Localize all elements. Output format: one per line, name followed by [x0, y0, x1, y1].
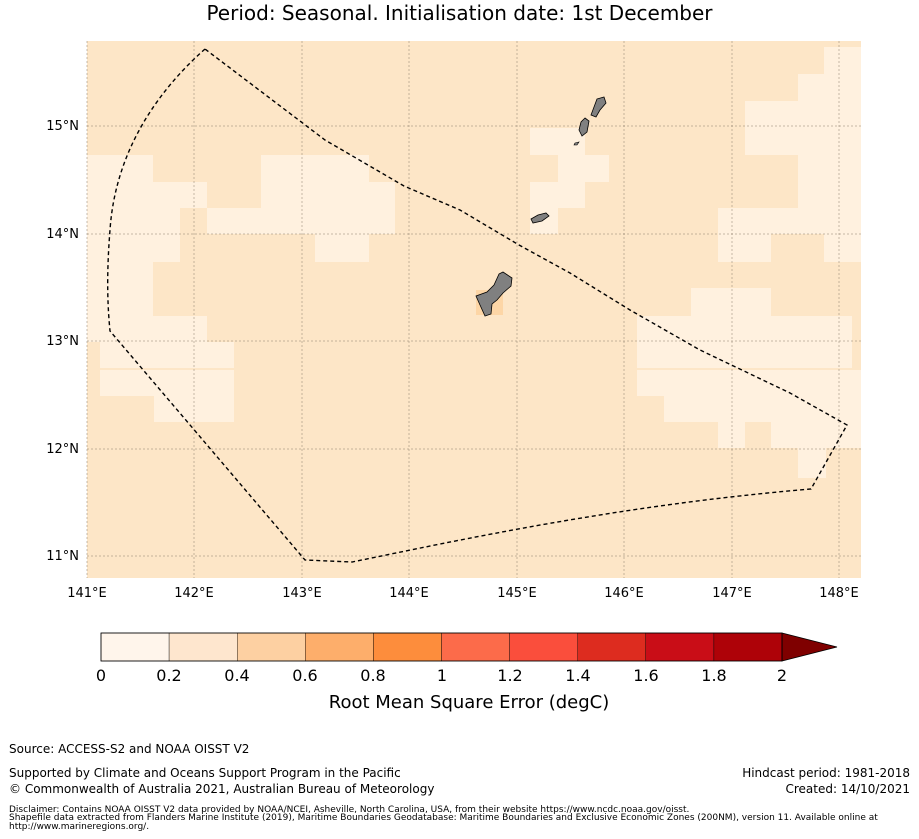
colorbar-extend-arrow — [781, 632, 838, 662]
rmse-cell — [718, 208, 861, 234]
source-text: Source: ACCESS-S2 and NOAA OISST V2 — [9, 742, 250, 756]
cbar-tick-0.6: 0.6 — [292, 666, 318, 685]
copyright-text: © Commonwealth of Australia 2021, Austra… — [9, 782, 435, 796]
rmse-cell — [207, 208, 395, 234]
rmse-cell — [664, 396, 861, 422]
rmse-cell — [824, 47, 861, 74]
hindcast-period: Hindcast period: 1981-2018 — [742, 766, 910, 780]
rmse-cell — [745, 101, 861, 128]
lon-label-145: 145°E — [497, 586, 537, 601]
lon-label-143: 143°E — [282, 586, 322, 601]
cbar-tick-0.4: 0.4 — [224, 666, 250, 685]
rmse-cell — [824, 234, 861, 262]
island-tinian — [578, 117, 590, 137]
rmse-cell — [530, 128, 585, 155]
lon-label-146: 146°E — [604, 586, 644, 601]
rmse-cell — [798, 155, 861, 182]
rmse-cell — [87, 234, 180, 262]
rmse-cell — [718, 422, 745, 448]
colorbar-title: Root Mean Square Error (degC) — [328, 692, 610, 713]
rmse-cell — [691, 288, 771, 316]
cbar-tick-2: 2 — [776, 666, 788, 685]
colorbar-box — [713, 632, 783, 662]
lat-label-14: 14°N — [46, 227, 79, 242]
support-text: Supported by Climate and Oceans Support … — [9, 766, 401, 780]
rmse-cell — [87, 182, 207, 208]
island-rota — [530, 212, 550, 224]
rmse-cell — [87, 288, 153, 316]
colorbar — [100, 632, 838, 662]
rmse-cell — [771, 422, 861, 448]
rmse-cell — [530, 182, 585, 208]
cbar-tick-1.2: 1.2 — [497, 666, 523, 685]
rmse-cells — [87, 47, 861, 478]
island-saipan — [590, 96, 607, 118]
map-panel — [86, 41, 861, 578]
lat-label-11: 11°N — [46, 549, 79, 564]
rmse-cell — [315, 234, 369, 262]
rmse-cell — [100, 370, 234, 396]
lon-label-147: 147°E — [712, 586, 752, 601]
created-date: Created: 14/10/2021 — [785, 782, 910, 796]
map-title: Period: Seasonal. Initialisation date: 1… — [206, 1, 713, 25]
rmse-cell — [87, 208, 180, 234]
colorbar-box — [236, 632, 306, 662]
eez-boundary — [107, 48, 848, 563]
rmse-cell — [637, 316, 852, 342]
rmse-cell — [87, 316, 207, 342]
cbar-tick-1.6: 1.6 — [633, 666, 659, 685]
cbar-tick-1.4: 1.4 — [565, 666, 591, 685]
rmse-cell — [798, 448, 826, 478]
colorbar-box — [645, 632, 715, 662]
rmse-cell — [637, 342, 852, 368]
rmse-cell — [745, 128, 861, 155]
lat-label-12: 12°N — [46, 442, 79, 457]
rmse-cell — [261, 182, 395, 208]
lon-label-142: 142°E — [174, 586, 214, 601]
island-aguijan — [573, 141, 580, 146]
colorbar-outline — [100, 632, 783, 662]
lon-label-148: 148°E — [819, 586, 859, 601]
graticule — [86, 41, 861, 578]
lon-label-144: 144°E — [389, 586, 429, 601]
rmse-cell — [798, 182, 861, 208]
colorbar-box — [373, 632, 442, 662]
rmse-cell — [261, 155, 369, 183]
cbar-tick-0.2: 0.2 — [156, 666, 182, 685]
lon-label-141: 141°E — [67, 586, 107, 601]
colorbar-box — [100, 632, 170, 662]
cbar-tick-1: 1 — [436, 666, 448, 685]
rmse-cell — [87, 155, 153, 183]
colorbar-box — [168, 632, 238, 662]
island-guam — [475, 271, 513, 317]
colorbar-box — [509, 632, 578, 662]
rmse-cell — [718, 234, 771, 262]
cbar-tick-0.8: 0.8 — [360, 666, 386, 685]
colorbar-box — [577, 632, 647, 662]
disclaimer-line-3: http://www.marineregions.org/. — [9, 822, 150, 832]
cbar-tick-0: 0 — [95, 666, 107, 685]
colorbar-boxes — [100, 632, 783, 662]
colorbar-box — [441, 632, 510, 662]
lat-label-15: 15°N — [46, 119, 79, 134]
disclaimer-line-2: Shapefile data extracted from Flanders M… — [9, 813, 878, 823]
rmse-cell — [558, 155, 609, 182]
rmse-cell — [87, 262, 153, 288]
colorbar-box — [305, 632, 374, 662]
rmse-cell — [637, 370, 861, 396]
disclaimer-line-1: Disclaimer: Contains NOAA OISST V2 data … — [9, 805, 690, 815]
lat-label-13: 13°N — [46, 334, 79, 349]
cbar-tick-1.8: 1.8 — [701, 666, 727, 685]
rmse-cell — [798, 74, 861, 101]
